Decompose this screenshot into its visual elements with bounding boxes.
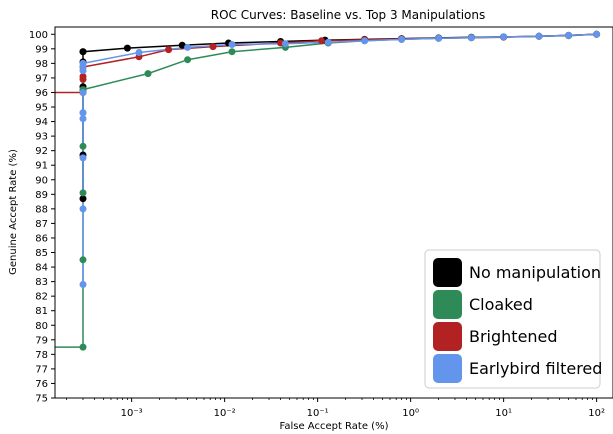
data-point-earlybird-filtered [228, 41, 236, 48]
y-axis: 75 76 77 78 79 80 81 82 83 84 85 86 87 88 89 90 91 92 93 94… [29, 30, 55, 405]
y-tick-label: 84 [35, 263, 48, 274]
legend-label-cloaked: Cloaked [469, 295, 533, 314]
data-point-brightened [209, 43, 217, 51]
data-point-earlybird-filtered [79, 115, 87, 123]
data-point-cloaked [79, 343, 87, 351]
data-point-earlybird-filtered [281, 40, 289, 48]
data-point-earlybird-filtered [467, 34, 475, 42]
legend-swatch-cloaked [433, 290, 462, 319]
y-tick-label: 86 [35, 233, 48, 244]
data-point-brightened [165, 46, 173, 54]
y-tick-label: 98 [35, 59, 48, 70]
data-point-no-manipulation [79, 195, 87, 203]
y-tick-label: 75 [35, 394, 48, 405]
data-point-earlybird-filtered [79, 281, 87, 288]
y-tick-label: 100 [29, 30, 48, 41]
data-point-cloaked [144, 70, 152, 78]
data-point-earlybird-filtered [435, 34, 443, 42]
y-tick-label: 89 [35, 190, 48, 201]
y-tick-label: 91 [35, 161, 48, 172]
x-tick-label: 10⁻¹ [307, 408, 329, 419]
y-tick-label: 77 [35, 364, 48, 375]
y-tick-label: 94 [35, 117, 48, 128]
y-tick-label: 96 [35, 88, 48, 99]
y-tick-label: 95 [35, 103, 48, 114]
legend-label-brightened: Brightened [469, 327, 558, 346]
legend-frame [424, 249, 601, 389]
data-point-earlybird-filtered [398, 35, 406, 43]
x-tick-label: 10¹ [495, 408, 512, 419]
y-tick-label: 78 [35, 350, 48, 361]
y-tick-label: 79 [35, 335, 48, 346]
y-tick-label: 93 [35, 132, 48, 143]
data-point-cloaked [79, 256, 87, 264]
legend-label-earlybird-filtered: Earlybird filtered [469, 359, 602, 378]
y-tick-label: 87 [35, 219, 48, 230]
x-axis: 10⁻³ 10⁻² 10⁻¹ 10⁰ 10¹ 10² [66, 398, 605, 419]
data-point-cloaked [79, 189, 87, 197]
data-point-earlybird-filtered [361, 37, 369, 45]
data-point-earlybird-filtered [79, 89, 87, 96]
x-tick-label: 10⁻² [214, 408, 236, 419]
data-point-earlybird-filtered [535, 32, 543, 40]
y-tick-label: 90 [35, 175, 48, 186]
x-tick-label: 10² [588, 408, 605, 419]
y-tick-label: 97 [35, 73, 48, 84]
y-tick-label: 76 [35, 379, 48, 390]
y-tick-label: 80 [35, 321, 48, 332]
legend: No manipulation Cloaked Brightened Earlybir… [424, 249, 602, 389]
y-tick-label: 85 [35, 248, 48, 259]
data-point-earlybird-filtered [135, 49, 143, 56]
data-point-no-manipulation [178, 41, 186, 49]
plot-frame [54, 26, 613, 399]
data-point-earlybird-filtered [79, 154, 87, 162]
y-tick-label: 82 [35, 292, 48, 303]
y-tick-label: 99 [35, 44, 48, 55]
data-point-brightened [318, 37, 325, 45]
data-point-earlybird-filtered [500, 33, 508, 41]
data-point-earlybird-filtered [79, 205, 87, 213]
y-tick-label: 81 [35, 306, 48, 317]
y-tick-label: 88 [35, 204, 48, 215]
data-point-no-manipulation [79, 48, 87, 56]
x-tick-label: 10⁰ [402, 408, 419, 419]
data-point-earlybird-filtered [565, 31, 573, 39]
chart-title: ROC Curves: Baseline vs. Top 3 Manipulat… [211, 8, 485, 22]
data-point-earlybird-filtered [593, 30, 601, 38]
data-point-cloaked [228, 48, 236, 56]
legend-swatch-brightened [433, 322, 462, 351]
data-point-earlybird-filtered [79, 109, 87, 117]
y-tick-label: 83 [35, 277, 48, 288]
series-line-no-manipulation [82, 33, 597, 199]
legend-swatch-earlybird-filtered [433, 354, 462, 383]
data-point-earlybird-filtered [324, 38, 332, 46]
series-line-earlybird-filtered [82, 33, 597, 285]
data-point-brightened [79, 73, 87, 80]
legend-label-no-manipulation: No manipulation [469, 263, 601, 282]
data-point-earlybird-filtered [184, 43, 192, 51]
plot-markers [79, 30, 601, 351]
x-tick-label: 10⁻³ [121, 408, 143, 419]
y-tick-label: 92 [35, 146, 48, 157]
data-point-no-manipulation [123, 44, 131, 52]
data-point-earlybird-filtered [79, 59, 87, 67]
data-point-cloaked [79, 142, 87, 150]
x-axis-label: False Accept Rate (%) [280, 421, 389, 432]
y-axis-label: Genuine Accept Rate (%) [8, 149, 19, 275]
data-point-cloaked [184, 56, 192, 64]
legend-swatch-no-manipulation [433, 258, 462, 287]
